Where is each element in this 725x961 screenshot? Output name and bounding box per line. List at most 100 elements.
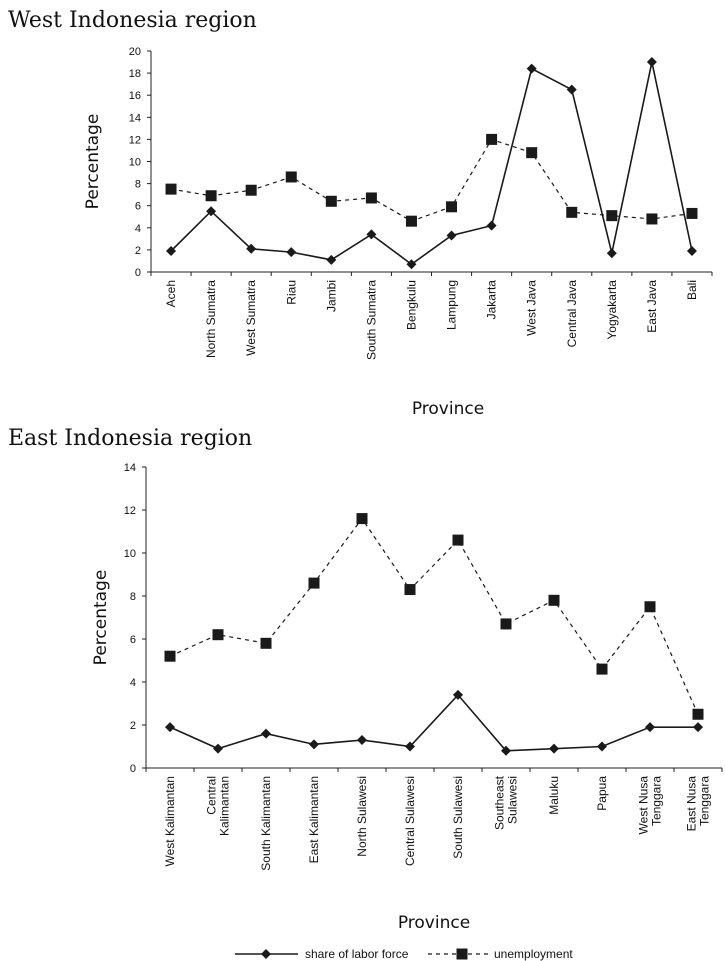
category-label: East Java [645,280,659,333]
data-point-unemployment [686,207,698,219]
y-tick-label: 2 [130,720,136,732]
y-tick-label: 0 [130,763,136,775]
data-point-share [286,247,297,258]
category-label: Tenggara [698,776,712,826]
data-point-share [246,243,257,254]
data-point-share [405,741,415,752]
category-label: Southeast [493,775,507,830]
y-tick-label: 10 [129,157,141,169]
chart-title-east: East Indonesia region [8,426,252,451]
category-label: North Sumatra [204,280,218,358]
category-label: South Sulawesi [451,776,465,859]
data-point-unemployment [526,147,538,159]
category-label: West Java [525,280,539,336]
legend-label-share: share of labor force [305,947,409,961]
category-label: South Sumatra [364,280,378,360]
y-tick-label: 12 [124,505,136,517]
data-point-unemployment [165,183,177,195]
data-point-unemployment [356,513,368,525]
data-point-share [166,246,177,257]
category-label: Maluku [547,776,561,815]
data-point-share [566,84,577,95]
y-axis-label: Percentage [91,570,111,666]
data-point-unemployment [644,601,656,613]
series-line-unemployment [169,517,699,715]
category-label: East Nusa [685,776,699,832]
y-tick-label: 8 [130,591,136,603]
legend-marker-unemployment [456,948,468,960]
data-point-share [357,735,367,746]
category-label: Tenggara [650,776,664,826]
data-point-unemployment [566,206,578,218]
data-point-unemployment [212,629,224,641]
series-line-unemployment [170,138,693,222]
legend-marker-share [261,949,271,959]
data-point-share [309,739,319,750]
x-axis-label: Province [412,399,484,419]
category-label: Central [205,776,219,815]
data-point-unemployment [260,637,272,649]
series-line-share-of-labor-force [170,61,693,266]
data-point-share [453,689,463,700]
data-point-share [606,248,617,259]
data-point-unemployment [692,708,704,720]
data-point-unemployment [404,584,416,596]
data-point-unemployment [308,577,320,589]
category-label: West Sumatra [244,280,258,356]
y-tick-label: 6 [130,634,136,646]
data-point-share [326,254,337,265]
data-point-unemployment [596,663,608,675]
data-point-unemployment [205,190,217,202]
data-point-share [206,206,217,217]
data-point-share [526,63,537,74]
data-point-unemployment [606,210,618,222]
data-point-unemployment [646,213,658,225]
category-label: Central Sulawesi [403,776,417,866]
category-label: Central Java [565,280,579,348]
data-point-unemployment [486,133,498,145]
legend-label-unemployment: unemployment [494,947,573,961]
y-axis-label: Percentage [83,114,103,210]
data-point-share [406,259,417,270]
data-point-unemployment [365,192,377,204]
data-point-unemployment [500,618,512,630]
west-indonesia-chart: 0 2 4 6 8 10 12 14 16 18 20 Aceh North Sumatra West S… [83,46,713,419]
y-tick-label: 16 [129,90,141,102]
y-tick-label: 4 [135,223,141,235]
category-label: Riau [284,280,298,305]
data-point-unemployment [285,171,297,183]
legend: share of labor force unemployment [235,947,573,961]
data-point-unemployment [548,594,560,606]
y-tick-label: 8 [135,179,141,191]
category-label: Bali [685,280,699,300]
y-tick-label: 2 [135,245,141,257]
y-tick-label: 20 [129,46,141,58]
category-label: Jambi [324,280,338,312]
data-point-share [213,743,223,754]
data-point-share [501,745,511,756]
data-point-unemployment [245,184,257,196]
data-point-share [646,57,657,68]
category-label: Bengkulu [404,280,418,330]
y-tick-label: 12 [129,134,141,146]
data-point-share [645,722,655,733]
category-label: Lampung [445,280,459,330]
series-line-share-of-labor-force [169,693,698,752]
x-axis-label: Province [398,913,470,933]
data-point-share [686,246,697,257]
y-tick-label: 0 [135,267,141,279]
y-tick-label: 10 [124,548,136,560]
data-point-share [446,230,457,241]
data-point-unemployment [405,215,417,227]
category-label: Sulawesi [506,776,520,824]
data-point-share [486,220,497,231]
category-label: Papua [595,776,609,811]
data-point-share [366,229,377,240]
category-label: Yogyakarta [605,280,619,340]
category-label: Kalimantan [218,776,232,836]
data-point-share [597,741,607,752]
data-point-unemployment [452,534,464,546]
data-point-share [549,743,559,754]
y-tick-label: 4 [130,677,136,689]
